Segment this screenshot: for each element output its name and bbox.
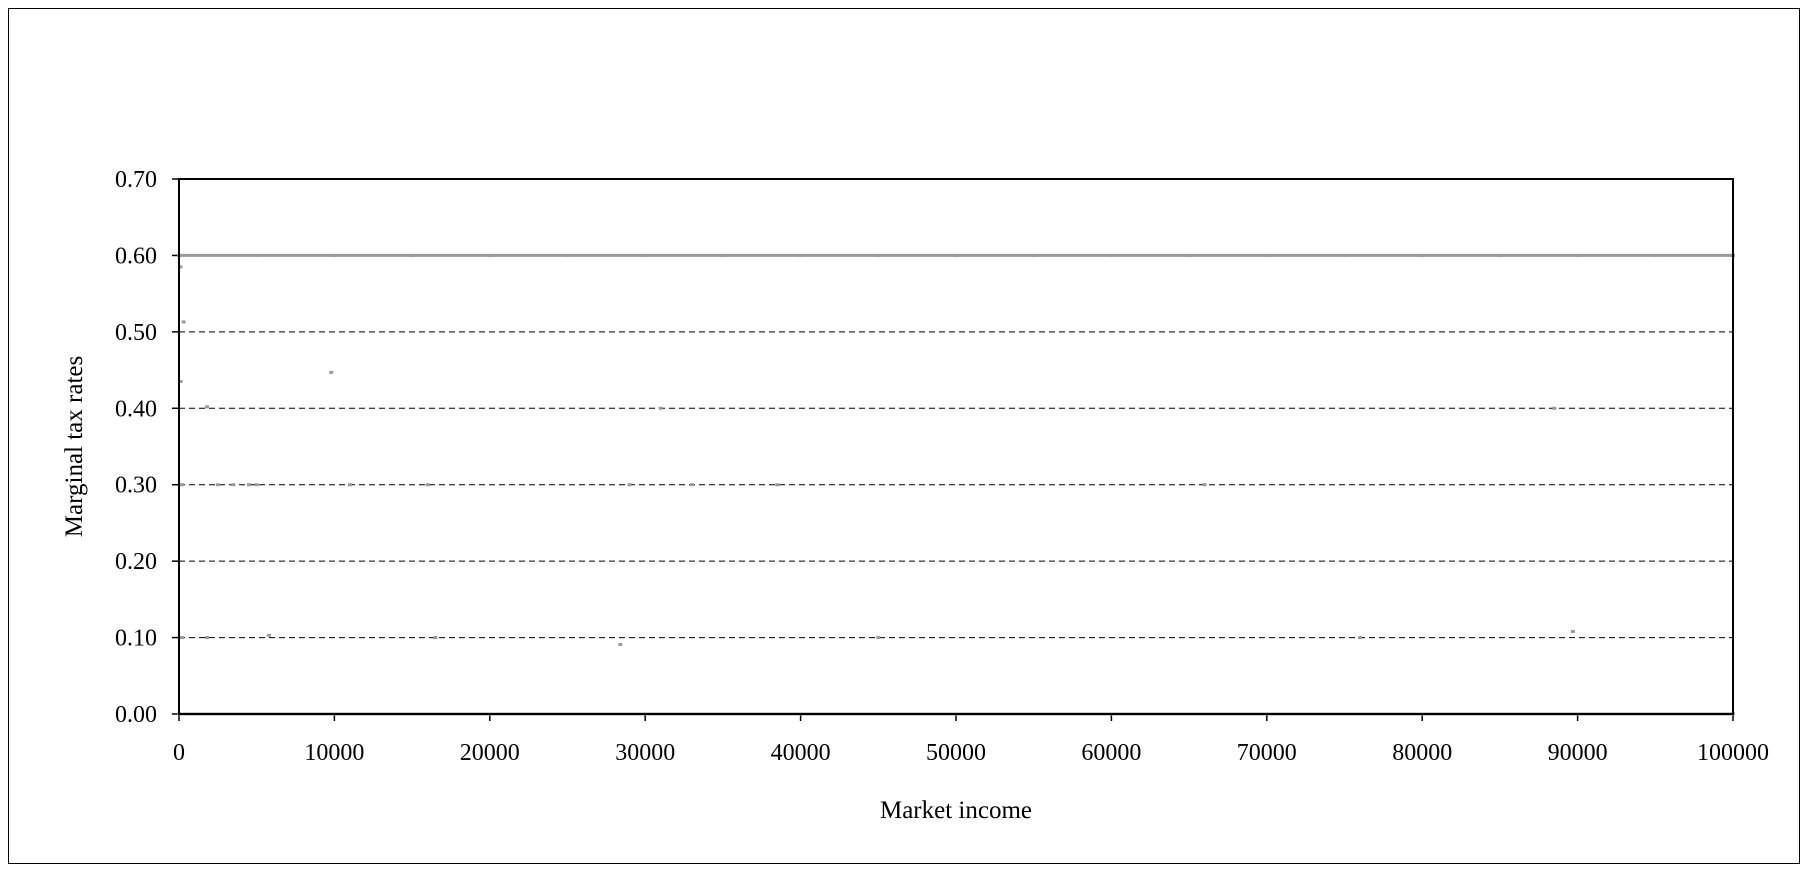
data-point xyxy=(181,320,186,324)
y-axis-ticks: 0.00 0.10 0.20 0.30 0.40 0.50 0.60 0.70 xyxy=(115,167,179,728)
x-axis-ticks: 0 10000 20000 30000 40000 50000 60000 70000 8000… xyxy=(173,714,1769,766)
x-axis-title: Market income xyxy=(880,797,1032,824)
x-tick-label: 100000 xyxy=(1697,740,1769,766)
x-tick-label: 10000 xyxy=(304,740,364,766)
data-point xyxy=(180,636,185,640)
data-point xyxy=(433,636,438,640)
y-tick-label: 0.00 xyxy=(115,702,157,728)
chart-frame xyxy=(8,8,1800,864)
x-tick-label: 90000 xyxy=(1548,740,1608,766)
data-point xyxy=(267,633,272,637)
y-tick-label: 0.10 xyxy=(115,626,157,652)
data-point xyxy=(347,483,352,487)
y-axis-title: Marginal tax rates xyxy=(61,356,88,537)
plot-area xyxy=(178,178,1734,715)
data-point xyxy=(1552,406,1557,410)
data-point xyxy=(180,483,185,487)
data-point xyxy=(425,483,430,487)
gridlines xyxy=(179,254,1733,639)
data-point xyxy=(246,483,251,487)
x-tick-label: 80000 xyxy=(1392,740,1452,766)
y-tick-label: 0.40 xyxy=(115,396,157,422)
data-point xyxy=(1570,629,1575,633)
data-point xyxy=(627,483,632,487)
data-point xyxy=(1202,483,1207,487)
x-tick-label: 60000 xyxy=(1081,740,1141,766)
x-tick-label: 40000 xyxy=(771,740,831,766)
data-point xyxy=(215,483,220,487)
data-point xyxy=(1358,636,1363,640)
data-point xyxy=(204,405,209,409)
data-point xyxy=(329,370,334,374)
data-point xyxy=(231,483,236,487)
x-tick-label: 20000 xyxy=(460,740,520,766)
data-point xyxy=(689,483,694,487)
data-point xyxy=(618,642,623,646)
x-tick-label: 0 xyxy=(173,740,185,766)
y-tick-label: 0.60 xyxy=(115,243,157,269)
data-point xyxy=(204,636,209,640)
x-tick-label: 50000 xyxy=(926,740,986,766)
data-point xyxy=(254,483,259,487)
y-tick-label: 0.20 xyxy=(115,549,157,575)
y-tick-label: 0.70 xyxy=(115,167,157,193)
data-point xyxy=(775,483,780,487)
data-point xyxy=(178,380,183,384)
data-point xyxy=(876,636,881,640)
data-point xyxy=(658,406,663,410)
x-tick-label: 30000 xyxy=(615,740,675,766)
x-tick-label: 70000 xyxy=(1237,740,1297,766)
data-point xyxy=(178,265,183,269)
y-tick-label: 0.30 xyxy=(115,473,157,499)
y-tick-label: 0.50 xyxy=(115,320,157,346)
